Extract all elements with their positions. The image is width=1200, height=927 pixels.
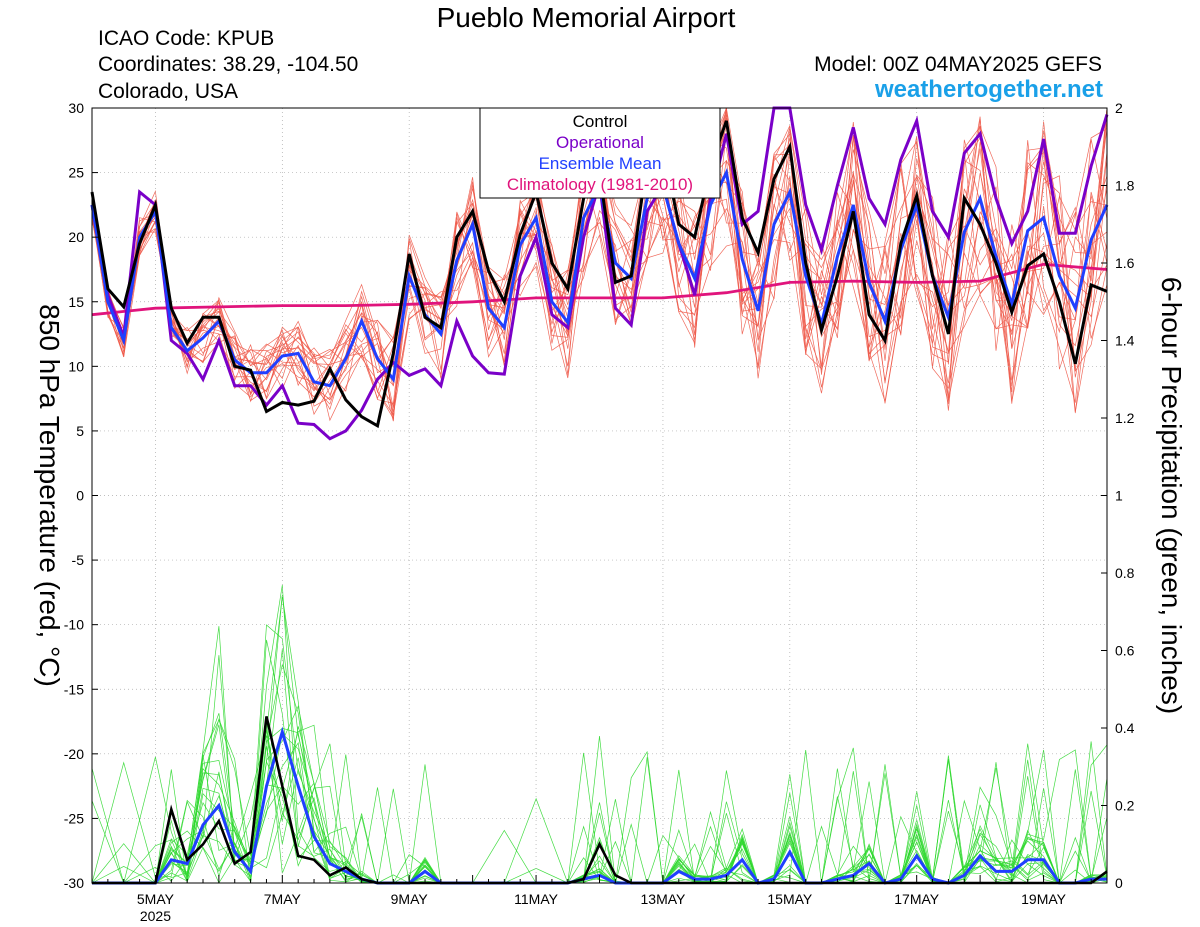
- y2-tick-label: 0: [1115, 875, 1123, 891]
- y2-tick-label: 0.6: [1115, 643, 1135, 659]
- climatology-line: [91, 262, 1108, 317]
- y2-tick-label: 1.2: [1115, 410, 1135, 426]
- y-tick-label: 15: [68, 294, 84, 310]
- y2-axis-label: 6-hour Precipitation (green, inches): [1156, 277, 1187, 714]
- precipitation-member-line: [92, 750, 1108, 885]
- x-tick-label: 19MAY: [1021, 891, 1067, 907]
- y-tick-label: 20: [68, 229, 84, 245]
- y-tick-label: 25: [68, 165, 84, 181]
- x-tick-label: 11MAY: [514, 891, 558, 907]
- legend-operational: Operational: [556, 133, 644, 152]
- coordinates: Coordinates: 38.29, -104.50: [98, 53, 359, 76]
- model-run: Model: 00Z 04MAY2025 GEFS: [814, 53, 1102, 76]
- x-tick-year-label: 2025: [140, 908, 171, 924]
- y-tick-label: -15: [64, 681, 84, 697]
- axes: 302520151050-5-10-15-20-25-3021.81.61.41…: [64, 100, 1135, 924]
- y-tick-label: 5: [76, 423, 84, 439]
- y2-tick-label: 1.6: [1115, 255, 1135, 271]
- y2-tick-label: 1.4: [1115, 333, 1135, 349]
- y-tick-label: -30: [64, 875, 84, 891]
- y-tick-label: -20: [64, 746, 84, 762]
- legend: Control Operational Ensemble Mean Climat…: [479, 107, 721, 199]
- region: Colorado, USA: [98, 80, 239, 103]
- legend-climatology: Climatology (1981-2010): [507, 175, 693, 194]
- x-tick-label: 7MAY: [264, 891, 302, 907]
- y-tick-label: 10: [68, 358, 84, 374]
- y2-tick-label: 1.8: [1115, 178, 1135, 194]
- icao-code: ICAO Code: KPUB: [98, 27, 275, 50]
- y2-tick-label: 2: [1115, 100, 1123, 116]
- x-tick-label: 13MAY: [641, 891, 687, 907]
- y2-tick-label: 1: [1115, 488, 1123, 504]
- y-tick-label: 0: [76, 488, 84, 504]
- temperature-member-line: [91, 107, 1108, 414]
- gridlines: [92, 108, 1107, 883]
- y2-tick-label: 0.4: [1115, 720, 1135, 736]
- legend-ensemble-mean: Ensemble Mean: [539, 154, 662, 173]
- y2-tick-label: 0.8: [1115, 565, 1135, 581]
- legend-box: [479, 107, 721, 199]
- page-title: Pueblo Memorial Airport: [436, 2, 736, 33]
- y-tick-label: -10: [64, 617, 84, 633]
- site-link[interactable]: weathertogether.net: [874, 76, 1103, 103]
- y2-tick-label: 0.2: [1115, 798, 1135, 814]
- x-tick-label: 5MAY: [137, 891, 175, 907]
- x-tick-label: 15MAY: [767, 891, 813, 907]
- legend-control: Control: [573, 112, 628, 131]
- y-tick-label: -25: [64, 810, 84, 826]
- x-tick-label: 17MAY: [894, 891, 940, 907]
- y-tick-label: -5: [72, 552, 85, 568]
- y-tick-label: 30: [68, 100, 84, 116]
- x-tick-label: 9MAY: [391, 891, 429, 907]
- y-axis-label: 850 hPa Temperature (red, °C): [34, 304, 65, 687]
